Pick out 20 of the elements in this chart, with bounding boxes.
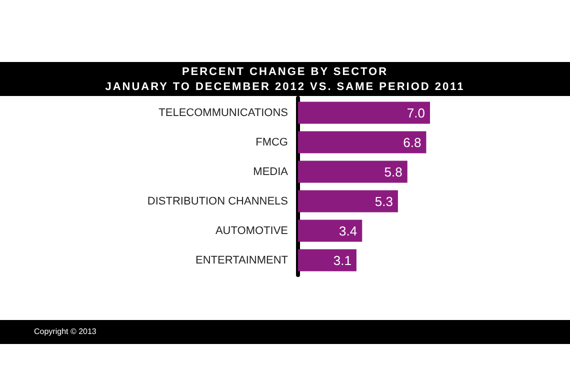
data-label: 3.1 — [333, 252, 352, 268]
chart-title: PERCENT CHANGE BY SECTOR JANUARY TO DECEMBER 2012 VS. SAME PERIOD 2011 — [0, 65, 570, 95]
data-label: 3.4 — [339, 223, 358, 238]
bar — [298, 160, 408, 183]
y-tick-label: ENTERTAINMENT — [196, 254, 288, 266]
bar — [298, 131, 426, 154]
data-label: 5.8 — [384, 164, 402, 180]
bar — [298, 190, 398, 212]
data-label: 6.8 — [403, 134, 422, 150]
y-tick-label: MEDIA — [253, 166, 289, 178]
y-tick-label: FMCG — [256, 136, 288, 148]
y-tick-label: DISTRIBUTION CHANNELS — [147, 195, 288, 208]
bar — [298, 102, 430, 124]
y-tick-label: TELECOMMUNICATIONS — [158, 106, 288, 119]
data-label: 5.3 — [374, 194, 393, 209]
bar — [298, 249, 356, 272]
text: Copyright © 2013 — [34, 327, 96, 336]
y-tick-label: AUTOMOTIVE — [215, 224, 288, 237]
bar — [298, 220, 362, 242]
data-label: 7.0 — [406, 105, 425, 120]
